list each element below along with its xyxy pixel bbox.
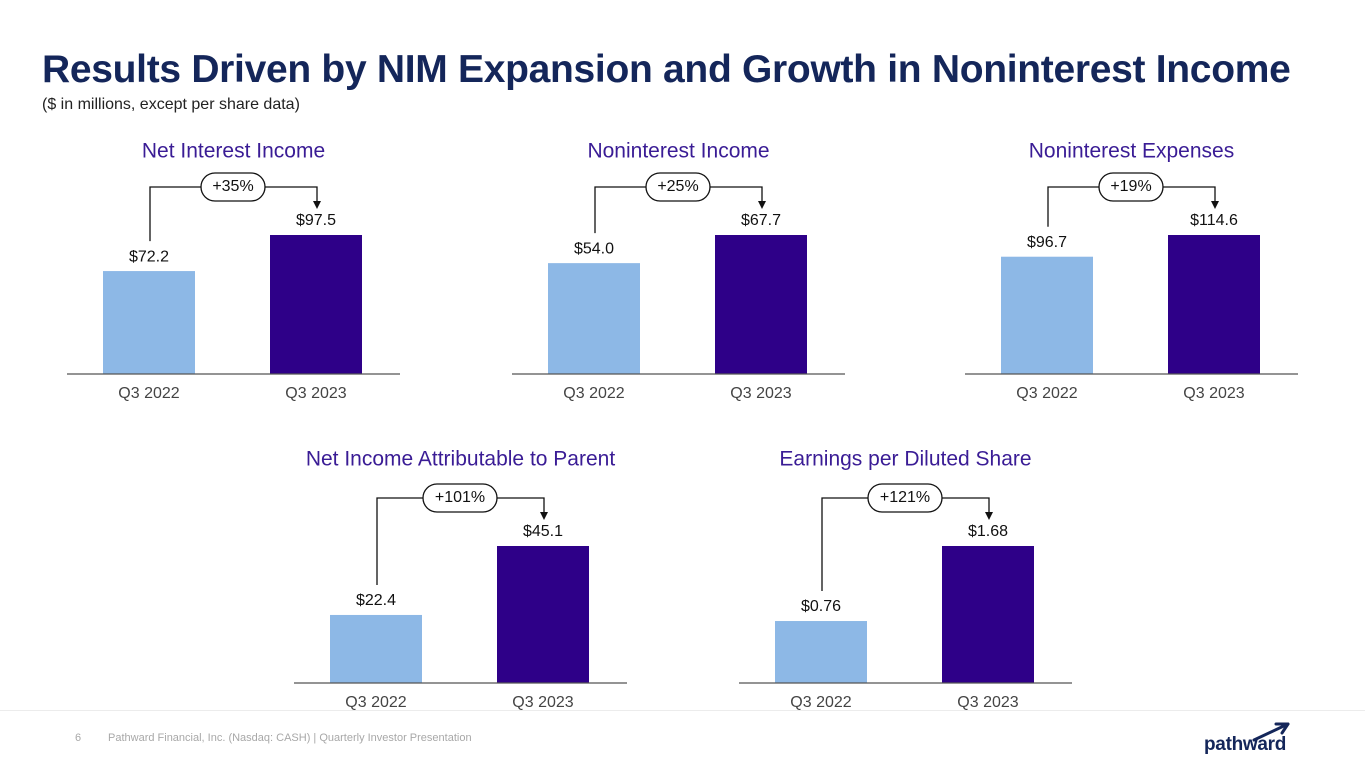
data-label: $22.4 (356, 592, 396, 609)
data-label: $1.68 (968, 523, 1008, 540)
page-number: 6 (75, 732, 82, 744)
data-label: $114.6 (1190, 212, 1238, 229)
tick-label: Q3 2023 (1183, 385, 1244, 402)
footer-divider (0, 710, 1365, 711)
growth-badge-label: +101% (435, 489, 485, 506)
growth-badge-label: +121% (880, 489, 930, 506)
tick-label: Q3 2023 (957, 694, 1018, 711)
chart-title: Earnings per Diluted Share (779, 448, 1031, 471)
logo-text: pathward (1204, 734, 1287, 755)
page-title: Results Driven by NIM Expansion and Grow… (42, 48, 1291, 91)
logo-arrow-icon (1252, 722, 1290, 742)
bar (775, 621, 867, 683)
tick-label: Q3 2022 (118, 385, 179, 402)
bar (548, 263, 640, 374)
tick-label: Q3 2022 (563, 385, 624, 402)
chart-title: Net Interest Income (142, 140, 325, 163)
bar (330, 614, 422, 683)
chart-title: Noninterest Expenses (1029, 140, 1234, 163)
bar (1168, 235, 1260, 374)
tick-label: Q3 2022 (345, 694, 406, 711)
growth-connector (821, 497, 993, 592)
pathward-logo: pathward (1204, 722, 1296, 756)
growth-badge (200, 172, 266, 202)
data-label: $97.5 (296, 212, 336, 229)
bar (1001, 256, 1093, 374)
growth-badge (867, 483, 943, 513)
data-label: $45.1 (523, 523, 563, 540)
page-subtitle: ($ in millions, except per share data) (42, 96, 300, 113)
growth-badge (645, 172, 711, 202)
chart-title: Noninterest Income (587, 140, 769, 163)
chart-title: Net Income Attributable to Parent (306, 448, 616, 471)
tick-label: Q3 2023 (512, 694, 573, 711)
growth-badge-label: +19% (1110, 178, 1151, 195)
data-label: $54.0 (574, 240, 614, 257)
bar (715, 235, 807, 374)
growth-badge-label: +25% (657, 178, 698, 195)
data-label: $67.7 (741, 212, 781, 229)
tick-label: Q3 2022 (1016, 385, 1077, 402)
tick-label: Q3 2023 (730, 385, 791, 402)
tick-label: Q3 2023 (285, 385, 346, 402)
growth-connector (594, 186, 766, 234)
footer-text: Pathward Financial, Inc. (Nasdaq: CASH) … (108, 732, 472, 744)
growth-badge (1098, 172, 1164, 202)
data-label: $72.2 (129, 248, 169, 265)
bar (942, 546, 1034, 683)
growth-connector (1047, 186, 1219, 227)
bar (497, 546, 589, 683)
growth-connector (149, 186, 321, 242)
bar (103, 271, 195, 374)
growth-badge (422, 483, 498, 513)
data-label: $96.7 (1027, 234, 1067, 251)
bar (270, 235, 362, 374)
tick-label: Q3 2022 (790, 694, 851, 711)
growth-connector (376, 497, 548, 585)
data-label: $0.76 (801, 598, 841, 615)
growth-badge-label: +35% (212, 178, 253, 195)
